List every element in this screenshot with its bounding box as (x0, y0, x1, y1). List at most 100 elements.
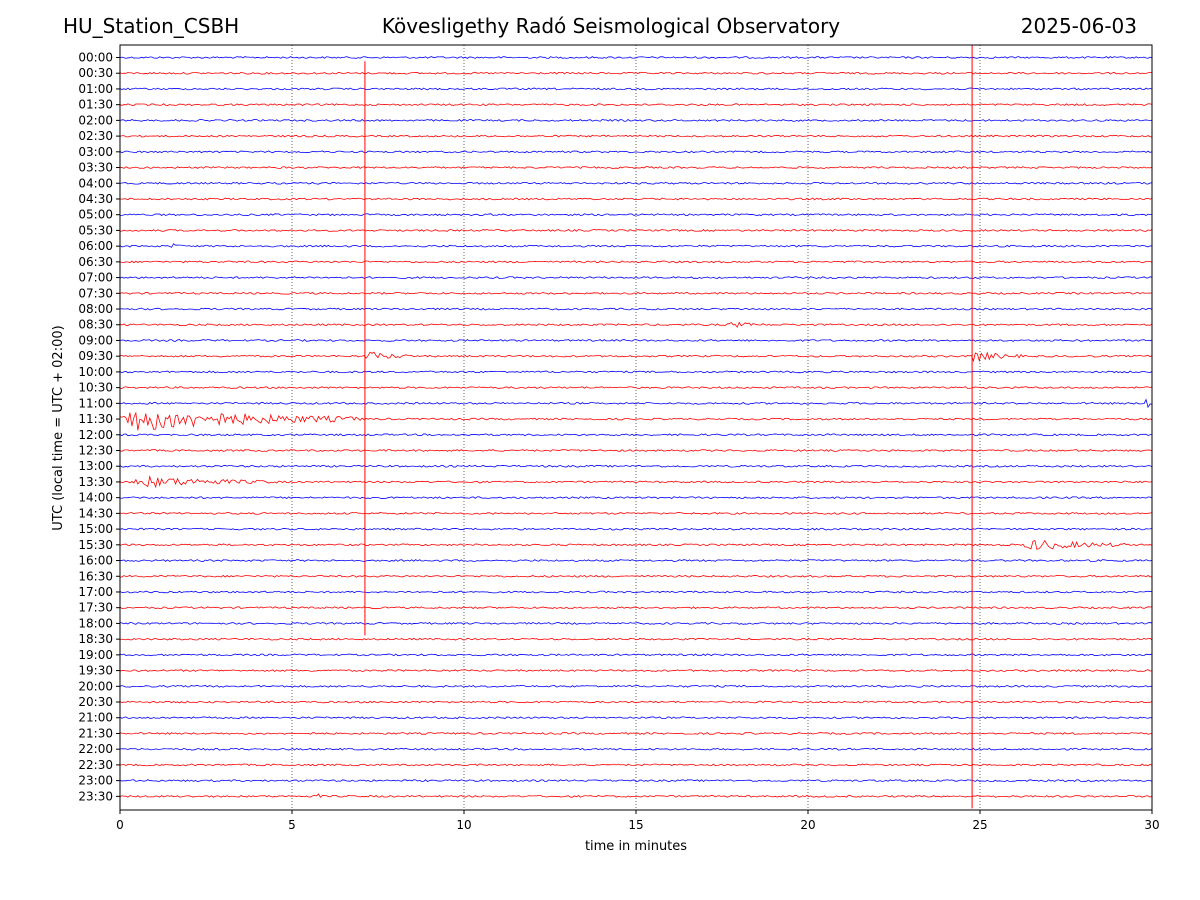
trace-row-1230 (119, 449, 1153, 452)
station-name: HU_Station_CSBH (63, 14, 240, 38)
y-tick-label: 10:00 (78, 365, 113, 379)
trace-row-1300 (119, 464, 1153, 468)
trace-layer (119, 56, 1153, 798)
y-tick-label: 09:00 (78, 333, 113, 347)
trace-row-0400 (119, 181, 1153, 185)
trace-row-1030 (119, 386, 1153, 389)
y-tick-label: 06:30 (78, 255, 113, 269)
trace-row-0330 (119, 166, 1153, 169)
chart-title: Kövesligethy Radó Seismological Observat… (381, 14, 841, 38)
y-tick-label: 01:00 (78, 82, 113, 96)
trace-row-1600 (119, 559, 1153, 562)
y-tick-label: 02:30 (78, 129, 113, 143)
x-axis-label: time in minutes (585, 839, 687, 854)
trace-row-1200 (119, 433, 1153, 437)
y-tick-label: 19:00 (78, 648, 113, 662)
y-tick-label: 04:00 (78, 176, 113, 190)
trace-row-0130 (119, 103, 1153, 107)
y-tick-label: 15:30 (78, 538, 113, 552)
trace-row-0830 (119, 321, 1153, 328)
y-tick-label: 22:30 (78, 758, 113, 772)
trace-row-0930 (119, 351, 1153, 363)
y-tick-label: 14:30 (78, 506, 113, 520)
trace-row-2030 (119, 700, 1153, 704)
trace-row-1100 (119, 398, 1153, 409)
trace-row-0530 (119, 229, 1153, 232)
trace-row-0000 (119, 56, 1153, 59)
x-tick-layer: 0 5 10 15 20 25 30 (116, 810, 1160, 832)
trace-row-0200 (119, 118, 1153, 122)
trace-row-2300 (119, 779, 1153, 783)
y-tick-label: 03:00 (78, 145, 113, 159)
y-tick-label: 23:00 (78, 774, 113, 788)
y-tick-label: 12:00 (78, 428, 113, 442)
y-tick-label: 19:30 (78, 664, 113, 678)
y-tick-label: 03:30 (78, 161, 113, 175)
trace-row-1830 (119, 637, 1153, 641)
trace-row-0230 (119, 134, 1153, 138)
trace-row-1700 (119, 590, 1153, 594)
trace-row-0700 (119, 276, 1153, 279)
y-tick-label: 06:00 (78, 239, 113, 253)
trace-row-2230 (119, 763, 1153, 767)
x-tick-label: 30 (1144, 818, 1159, 832)
y-axis-label: UTC (local time = UTC + 02:00) (51, 325, 66, 530)
trace-row-1900 (119, 653, 1153, 657)
y-tick-label: 11:30 (78, 412, 113, 426)
trace-row-1930 (119, 669, 1153, 673)
y-tick-label: 18:30 (78, 632, 113, 646)
y-tick-label: 01:30 (78, 98, 113, 112)
trace-row-1800 (119, 622, 1153, 625)
trace-row-2130 (119, 732, 1153, 735)
y-tick-label: 20:00 (78, 679, 113, 693)
trace-row-1400 (119, 496, 1153, 500)
y-tick-label: 12:30 (78, 444, 113, 458)
y-tick-label: 20:30 (78, 695, 113, 709)
y-tick-label: 05:00 (78, 208, 113, 222)
trace-row-0630 (119, 260, 1153, 264)
y-tick-label: 07:00 (78, 271, 113, 285)
y-tick-label: 14:00 (78, 491, 113, 505)
trace-row-1630 (119, 574, 1153, 578)
y-tick-label: 23:30 (78, 789, 113, 803)
trace-row-1530 (119, 539, 1153, 550)
y-tick-label: 10:30 (78, 381, 113, 395)
y-tick-label: 22:00 (78, 742, 113, 756)
trace-row-1730 (119, 606, 1153, 610)
y-tick-label: 11:00 (78, 396, 113, 410)
y-tick-label: 16:30 (78, 569, 113, 583)
chart-date: 2025-06-03 (1020, 14, 1137, 38)
trace-row-0500 (120, 213, 1153, 217)
trace-row-1330 (119, 475, 1153, 489)
y-tick-label: 15:00 (78, 522, 113, 536)
y-tick-label: 00:00 (78, 51, 113, 65)
trace-row-0800 (119, 307, 1153, 311)
trace-row-0900 (119, 339, 1153, 342)
trace-row-2330 (119, 793, 1153, 798)
trace-row-0100 (119, 87, 1153, 91)
y-tick-label: 17:30 (78, 601, 113, 615)
trace-row-0030 (119, 71, 1153, 75)
x-tick-label: 10 (456, 818, 471, 832)
trace-row-1430 (119, 512, 1153, 515)
trace-row-1000 (119, 370, 1153, 374)
y-tick-label: 04:30 (78, 192, 113, 206)
x-tick-label: 20 (800, 818, 815, 832)
y-tick-label: 21:00 (78, 711, 113, 725)
y-tick-label: 13:30 (78, 475, 113, 489)
trace-row-2000 (119, 684, 1153, 688)
spike-layer (364, 45, 973, 809)
y-tick-label: 05:30 (78, 223, 113, 237)
trace-row-0430 (119, 197, 1153, 201)
y-tick-label: 17:00 (78, 585, 113, 599)
trace-row-1130 (119, 411, 1153, 431)
x-tick-label: 5 (288, 818, 296, 832)
trace-row-0730 (119, 291, 1153, 295)
grid-layer (291, 45, 981, 810)
y-tick-label: 08:30 (78, 318, 113, 332)
y-tick-label: 21:30 (78, 726, 113, 740)
y-tick-label: 16:00 (78, 554, 113, 568)
